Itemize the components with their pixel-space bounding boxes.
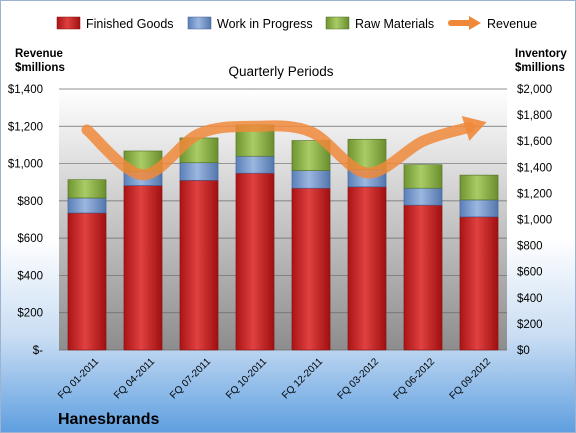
legend: Finished Goods Work in Progress Raw Mate… [56,16,537,31]
bar-work-in-progress [403,187,443,206]
bar-finished-goods [403,204,443,351]
left-axis-tick-label: $200 [17,308,43,320]
left-axis-title-line1: Revenue [15,48,63,60]
legend-swatch-raw-materials [325,16,350,30]
bar-finished-goods [67,212,107,351]
category-label: FQ 07-2011 [168,356,213,401]
right-axis-tick-label: $1,800 [517,110,552,122]
right-axis-tick-label: $0 [517,345,530,357]
category-label: FQ 09-2012 [448,356,494,402]
category-label: FQ 06-2012 [392,356,438,402]
revenue-arrowhead [461,115,487,141]
bar-work-in-progress [235,155,275,174]
right-axis-tick-label: $800 [517,241,543,253]
left-axis-tick-label: $600 [17,233,43,245]
right-axis-title-line2: $millions [515,62,565,74]
left-axis-tick-label: $1,400 [8,84,43,96]
bar-work-in-progress [179,162,219,181]
right-axis-tick-label: $1,000 [517,215,552,227]
bar-finished-goods [291,187,331,351]
left-axis-tick-label: $800 [17,196,43,208]
bar-finished-goods [459,216,499,351]
legend-swatch-finished-goods [56,16,81,30]
category-label: FQ 04-2011 [112,356,157,401]
legend-swatch-work-in-progress [187,16,212,30]
right-axis-tick-label: $1,400 [517,162,552,174]
right-axis-tick-label: $1,200 [517,188,552,200]
left-axis-tick-label: $- [33,345,43,357]
bar-finished-goods [179,180,219,351]
right-axis-tick-label: $600 [517,267,543,279]
category-labels: FQ 01-2011 FQ 04-2011 FQ 07-2011 FQ 10-2011… [56,356,493,402]
legend-label-work-in-progress: Work in Progress [217,17,313,31]
bar-work-in-progress [291,170,331,189]
bar-finished-goods [123,185,163,351]
left-axis-tick-label: $400 [17,270,43,282]
right-axis-ticks: $0 $200 $400 $600 $800 $1,000 $1,200 $1,400 $1,6… [517,84,552,357]
legend-swatch-revenue [448,16,481,30]
legend-label-raw-materials: Raw Materials [355,17,434,31]
category-label: FQ 03-2012 [336,356,382,402]
bar-finished-goods [347,186,387,351]
left-axis-title-line2: $millions [15,62,65,74]
right-axis-tick-label: $1,600 [517,136,552,148]
bar-series [67,124,499,351]
left-axis-ticks: $- $200 $400 $600 $800 $1,000 $1,200 $1,400 [8,84,43,357]
left-axis-tick-label: $1,200 [8,121,43,133]
right-axis-title-line1: Inventory [515,48,567,60]
bar-raw-materials [403,164,443,189]
company-name: Hanesbrands [58,411,159,428]
right-axis-tick-label: $200 [517,319,543,331]
legend-label-finished-goods: Finished Goods [86,17,174,31]
bar-finished-goods [235,172,275,351]
category-label: FQ 12-2011 [280,356,325,401]
category-label: FQ 01-2011 [56,356,101,401]
legend-label-revenue: Revenue [487,17,537,31]
revenue-line-series [81,115,487,181]
right-axis-tick-label: $2,000 [517,84,552,96]
chart-title: Quarterly Periods [228,64,333,79]
revenue-line [81,120,475,181]
bar-work-in-progress [67,197,107,214]
bar-work-in-progress [459,199,499,218]
bar-raw-materials [67,179,107,199]
bar-raw-materials [459,174,499,201]
category-label: FQ 10-2011 [224,356,269,401]
left-axis-tick-label: $1,000 [8,159,43,171]
right-axis-tick-label: $400 [517,293,543,305]
